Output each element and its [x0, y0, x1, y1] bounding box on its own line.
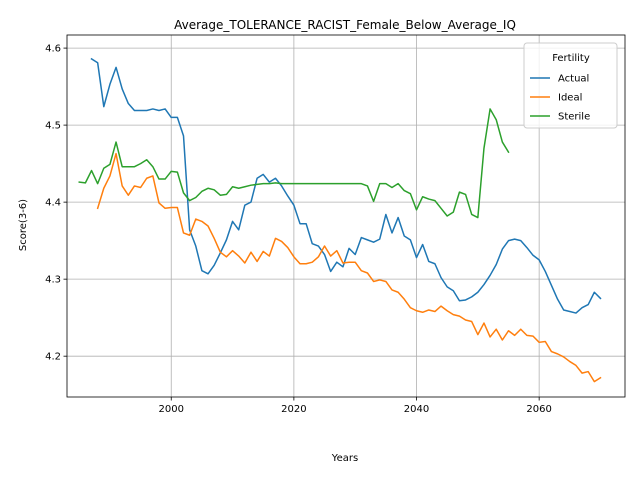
series-line-ideal	[96, 152, 602, 383]
y-tick-label: 4.4	[45, 198, 61, 209]
x-tick-label: 2020	[281, 404, 306, 415]
legend-label-ideal: Ideal	[558, 93, 582, 104]
x-tick-label: 2060	[526, 404, 551, 415]
series-line-sterile	[78, 108, 510, 219]
y-tick-label: 4.6	[45, 44, 61, 55]
legend-frame	[523, 42, 618, 129]
chart-title: Average_TOLERANCE_RACIST_Female_Below_Av…	[174, 18, 516, 32]
plot-area: 2000 2020 2040 2060 4.2 4.3 4.4 4.5 4.6	[45, 34, 626, 415]
y-tick-label: 4.3	[45, 275, 61, 286]
legend-title: Fertility	[552, 53, 590, 64]
y-tick-label: 4.5	[45, 121, 61, 132]
series-line-actual	[90, 57, 602, 314]
y-tick-label: 4.2	[45, 352, 61, 363]
axes-frame	[66, 34, 626, 398]
x-axis-title: Years	[331, 453, 358, 464]
x-tick-label: 2040	[404, 404, 429, 415]
y-axis-title: Score(3-6)	[18, 199, 29, 251]
legend-label-actual: Actual	[558, 74, 589, 85]
legend-label-sterile: Sterile	[558, 112, 590, 123]
x-tick-label: 2000	[159, 404, 184, 415]
legend: Fertility Actual Ideal Sterile	[523, 42, 618, 129]
